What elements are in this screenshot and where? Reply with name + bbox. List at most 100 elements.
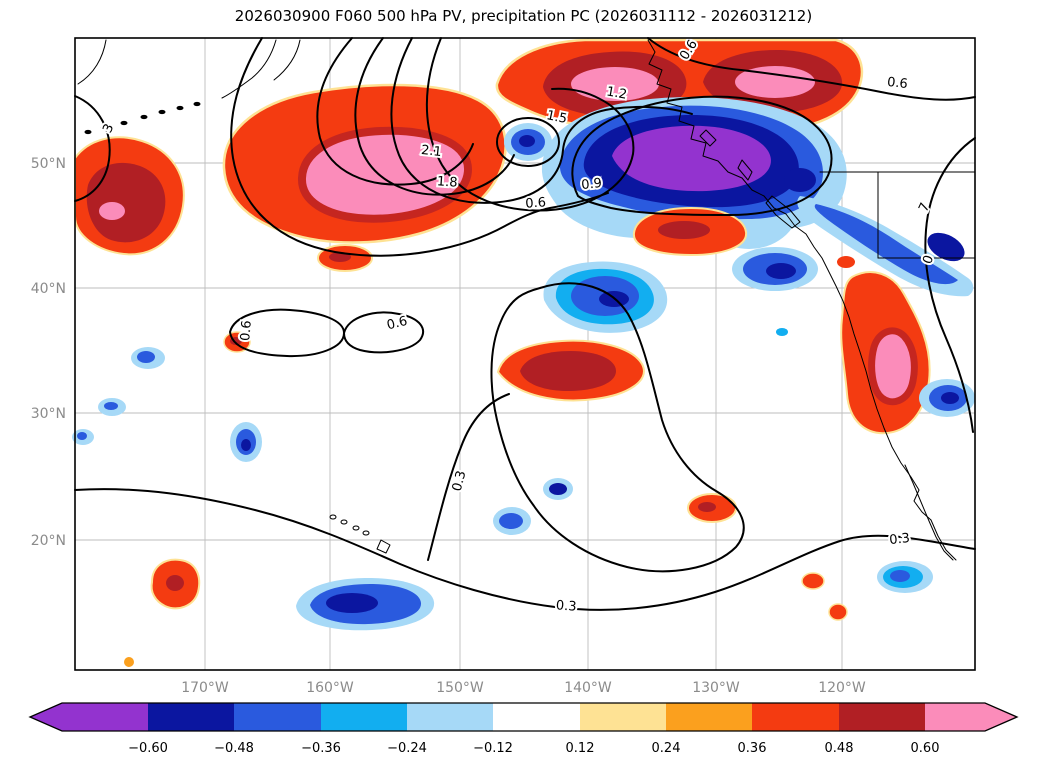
colorbar-segment (925, 703, 985, 731)
contour-line (354, 37, 515, 196)
colorbar-tick-label: 0.36 (738, 741, 767, 756)
pv-contours (74, 37, 976, 611)
y-axis-ticks: 50°N 40°N 30°N 20°N (31, 156, 66, 549)
contour-label: 2.1 (420, 143, 442, 160)
shaded-region (124, 657, 134, 667)
colorbar-tick-labels: −0.60 −0.48 −0.36 −0.24 −0.12 0.12 0.24 … (128, 741, 939, 756)
shaded-region (868, 327, 918, 406)
shaded-region (499, 513, 523, 529)
contour-label: 0.6 (385, 314, 409, 334)
contour-label: 0.6 (238, 320, 255, 342)
shaded-region (104, 402, 118, 410)
colorbar-segment (493, 703, 580, 731)
lon-tick-label: 120°W (818, 680, 866, 696)
shaded-region (776, 328, 788, 336)
colorbar-segment (839, 703, 925, 731)
colorbar-tick-label: 0.48 (825, 741, 854, 756)
shaded-region (298, 126, 472, 223)
contour-line (490, 282, 745, 573)
shaded-region (837, 256, 855, 268)
contour-line (316, 37, 474, 186)
shaded-region (698, 502, 716, 512)
contour-label: 0.3 (555, 598, 577, 614)
colorbar-tick-label: 0.60 (911, 741, 940, 756)
shaded-region (828, 603, 848, 621)
shaded-region (137, 351, 155, 363)
lat-tick-label: 50°N (31, 156, 66, 172)
lon-tick-label: 150°W (436, 680, 484, 696)
contour-line (74, 95, 111, 202)
shaded-region (166, 575, 184, 591)
contour-line (425, 37, 635, 212)
colorbar-segment (148, 703, 234, 731)
colorbar-tick-label: 0.24 (652, 741, 681, 756)
contour-line (74, 488, 976, 611)
colorbar-segment (234, 703, 321, 731)
shaded-region (520, 351, 616, 391)
lon-tick-label: 160°W (306, 680, 354, 696)
plot-border (74, 37, 976, 671)
contour-label: 0.6 (886, 75, 908, 92)
shaded-region (571, 67, 659, 101)
colorbar-tick-label: 0.12 (566, 741, 595, 756)
shaded-region (927, 232, 965, 262)
shaded-region (735, 66, 815, 98)
lat-tick-label: 30°N (31, 406, 66, 422)
contour-line (496, 117, 560, 167)
shaded-region (326, 593, 378, 613)
lon-tick-label: 140°W (564, 680, 612, 696)
colorbar-tick-label: −0.60 (128, 741, 168, 756)
coastlines (77, 39, 976, 561)
contour-labels: 0.6 0.6 1.2 1.5 2.1 1.8 0.9 0.6 3 0.6 0.… (98, 35, 939, 616)
contour-line (427, 393, 510, 561)
contour-label: 1.8 (436, 174, 458, 190)
colorbar-segment (321, 703, 407, 731)
shaded-region (814, 204, 958, 285)
colorbar-segment (62, 703, 148, 731)
shaded-region (519, 135, 535, 147)
colorbar-tick-label: −0.12 (473, 741, 513, 756)
chart-title: 2026030900 F060 500 hPa PV, precipitatio… (234, 7, 813, 25)
precip-shading (72, 38, 975, 667)
colorbar-extend-left-arrow (30, 703, 62, 731)
colorbar-extend-right-arrow (985, 703, 1017, 731)
contour-line (230, 37, 609, 257)
shaded-region (941, 392, 959, 404)
contour-label: 3 (100, 122, 117, 136)
shaded-region (86, 162, 166, 243)
shaded-region (241, 439, 251, 451)
lon-tick-label: 130°W (692, 680, 740, 696)
lat-tick-label: 20°N (31, 533, 66, 549)
contour-label: 0.9 (581, 176, 603, 193)
contour-line (924, 137, 976, 433)
shaded-region (890, 570, 910, 582)
lon-tick-label: 170°W (181, 680, 229, 696)
contour-label: 1.5 (545, 108, 568, 127)
shaded-region (612, 125, 771, 192)
colorbar-tick-label: −0.36 (301, 741, 341, 756)
contour-label: 0.3 (889, 531, 911, 548)
shaded-region (766, 263, 796, 279)
contour-line (343, 311, 425, 354)
contour-label: 1.2 (605, 84, 628, 102)
colorbar-segment (407, 703, 493, 731)
lat-tick-label: 40°N (31, 281, 66, 297)
colorbar-segment (580, 703, 666, 731)
colorbar-segment (666, 703, 752, 731)
shaded-region (99, 202, 125, 220)
contour-line (571, 95, 833, 216)
x-axis-ticks: 170°W 160°W 150°W 140°W 130°W 120°W (181, 680, 866, 696)
colorbar-tick-label: −0.48 (214, 741, 254, 756)
shaded-region (801, 572, 825, 590)
colorbar: −0.60 −0.48 −0.36 −0.24 −0.12 0.12 0.24 … (28, 702, 1019, 756)
contour-label: 0.6 (525, 195, 547, 211)
contour-line (647, 37, 976, 101)
shaded-region (77, 432, 87, 440)
shaded-region (658, 221, 710, 239)
shaded-region (549, 483, 567, 495)
colorbar-segment (752, 703, 839, 731)
shaded-region (784, 168, 816, 192)
colorbar-tick-label: −0.24 (387, 741, 427, 756)
